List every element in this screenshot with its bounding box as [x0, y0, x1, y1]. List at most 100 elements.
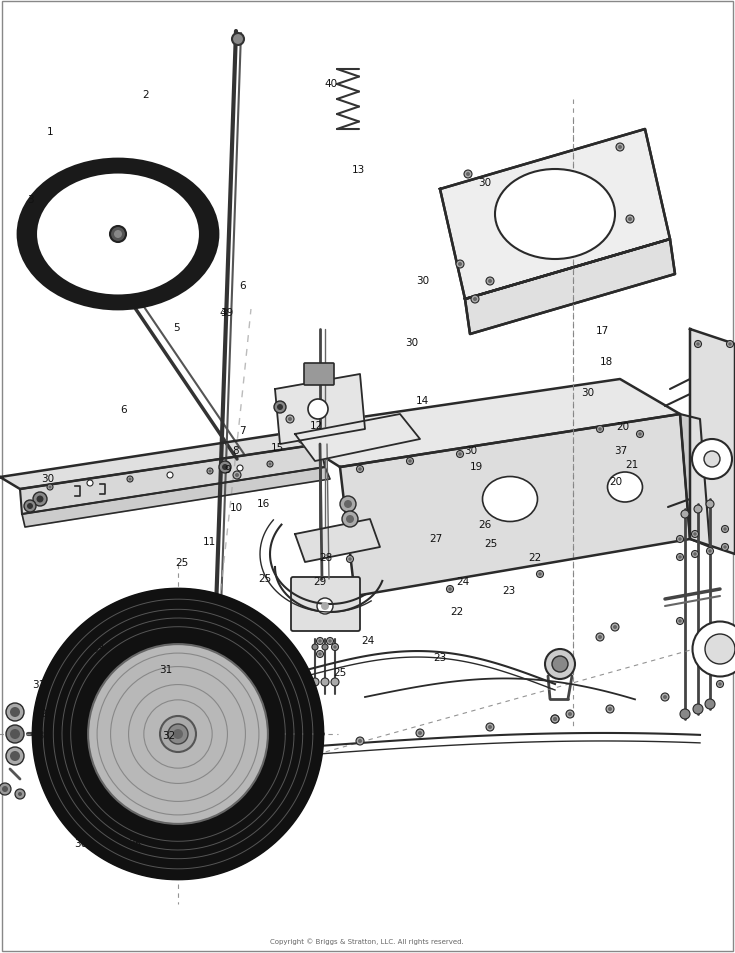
Text: 12: 12: [309, 421, 323, 431]
Text: 30: 30: [416, 276, 429, 286]
Circle shape: [705, 700, 715, 709]
Circle shape: [232, 34, 244, 46]
Text: 19: 19: [470, 462, 483, 472]
Circle shape: [0, 783, 11, 795]
Text: 9: 9: [224, 465, 232, 475]
Circle shape: [678, 556, 682, 559]
Circle shape: [318, 639, 322, 643]
Circle shape: [538, 573, 542, 577]
Circle shape: [722, 544, 728, 551]
Circle shape: [676, 554, 684, 561]
Circle shape: [566, 710, 574, 719]
Circle shape: [692, 551, 698, 558]
Text: 37: 37: [614, 446, 628, 456]
Polygon shape: [275, 375, 365, 444]
Circle shape: [406, 458, 414, 465]
Text: 7: 7: [239, 426, 246, 436]
Text: 6: 6: [239, 281, 246, 291]
Text: 30: 30: [464, 446, 477, 456]
Circle shape: [692, 531, 698, 537]
Circle shape: [692, 439, 732, 479]
Polygon shape: [690, 330, 735, 555]
Circle shape: [628, 218, 632, 222]
Circle shape: [638, 433, 642, 436]
Text: 28: 28: [319, 553, 332, 562]
Polygon shape: [340, 415, 690, 597]
Polygon shape: [295, 519, 380, 562]
Circle shape: [678, 619, 682, 623]
Circle shape: [321, 679, 329, 686]
Circle shape: [611, 623, 619, 631]
Text: 14: 14: [416, 395, 429, 405]
Circle shape: [329, 639, 331, 643]
Circle shape: [222, 464, 228, 471]
Circle shape: [277, 405, 283, 411]
Text: 21: 21: [625, 459, 639, 469]
Circle shape: [718, 682, 722, 686]
Text: 6: 6: [120, 405, 127, 415]
Circle shape: [286, 416, 294, 423]
Circle shape: [318, 653, 322, 656]
Circle shape: [10, 751, 20, 761]
Text: 35: 35: [128, 839, 141, 848]
Text: 4: 4: [219, 308, 226, 317]
Text: 11: 11: [203, 537, 216, 546]
Text: 23: 23: [433, 653, 446, 662]
Circle shape: [676, 536, 684, 543]
Circle shape: [616, 144, 624, 152]
Ellipse shape: [482, 477, 537, 522]
Circle shape: [464, 171, 472, 179]
Polygon shape: [280, 379, 680, 468]
Circle shape: [448, 588, 452, 591]
Text: 30: 30: [478, 178, 492, 188]
Polygon shape: [22, 468, 330, 527]
Circle shape: [552, 657, 568, 672]
Circle shape: [317, 651, 323, 658]
Circle shape: [618, 146, 622, 150]
Text: 3: 3: [27, 195, 35, 205]
Polygon shape: [680, 415, 710, 547]
Text: 13: 13: [352, 165, 365, 174]
Circle shape: [114, 231, 122, 239]
Text: 27: 27: [429, 534, 442, 543]
Circle shape: [706, 500, 714, 509]
Circle shape: [553, 718, 557, 721]
Circle shape: [348, 558, 352, 561]
Circle shape: [33, 493, 47, 506]
Circle shape: [488, 725, 492, 729]
Circle shape: [723, 546, 727, 549]
Text: 10: 10: [230, 502, 243, 512]
Text: 25: 25: [333, 667, 346, 677]
Circle shape: [488, 280, 492, 284]
Circle shape: [268, 463, 271, 466]
Circle shape: [129, 478, 132, 481]
Circle shape: [456, 451, 464, 458]
Circle shape: [598, 428, 602, 432]
Text: 17: 17: [596, 326, 609, 335]
Circle shape: [466, 172, 470, 177]
Circle shape: [37, 496, 43, 503]
Circle shape: [717, 680, 723, 688]
Circle shape: [18, 792, 22, 796]
Circle shape: [358, 468, 362, 471]
Circle shape: [693, 704, 703, 714]
Circle shape: [551, 716, 559, 723]
Circle shape: [6, 747, 24, 765]
Circle shape: [676, 618, 684, 625]
Circle shape: [553, 718, 557, 721]
Circle shape: [331, 644, 339, 651]
Circle shape: [342, 512, 358, 527]
Text: 15: 15: [271, 443, 284, 453]
Circle shape: [356, 738, 364, 745]
Circle shape: [317, 638, 323, 645]
Circle shape: [458, 453, 462, 456]
Circle shape: [661, 693, 669, 701]
Circle shape: [288, 417, 292, 421]
Polygon shape: [465, 240, 675, 335]
Text: 39: 39: [220, 308, 233, 317]
Text: 1: 1: [46, 127, 54, 136]
Circle shape: [356, 466, 364, 473]
Circle shape: [726, 341, 734, 348]
Circle shape: [274, 401, 286, 414]
Circle shape: [6, 725, 24, 743]
